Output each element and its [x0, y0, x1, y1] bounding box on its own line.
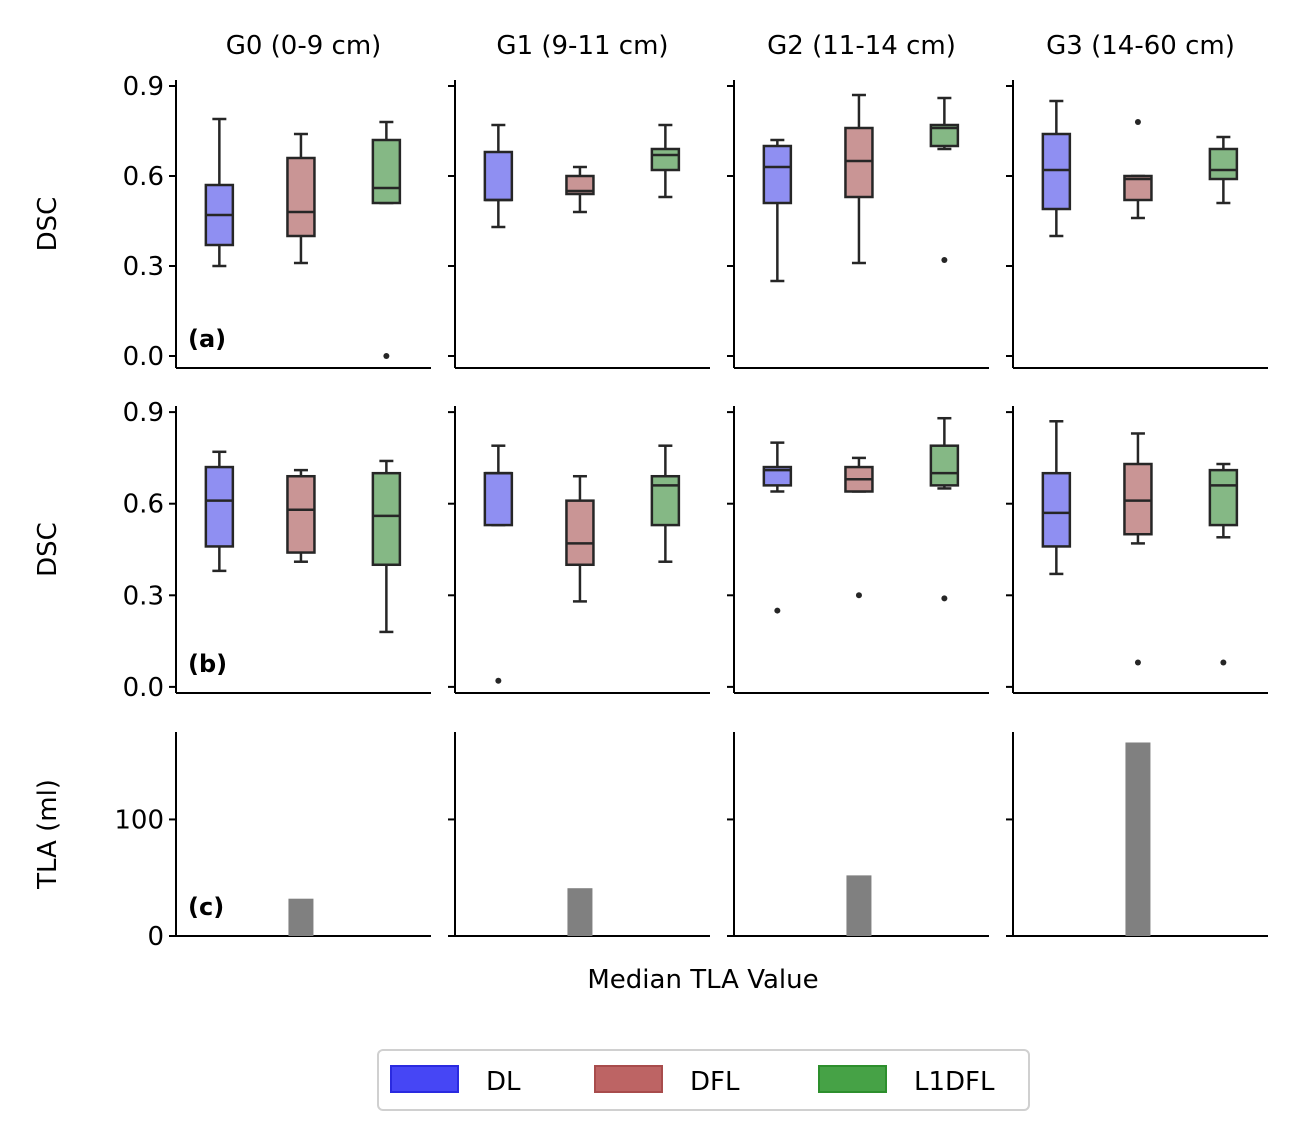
box-dfl — [286, 474, 316, 554]
y-tick-label: 100 — [114, 805, 164, 835]
box-dfl-outlier — [1134, 659, 1141, 666]
legend-label-dfl: DFL — [690, 1067, 740, 1097]
y-tick-label: 0.3 — [123, 252, 164, 282]
box-l1dfl — [1208, 468, 1239, 527]
y-axis-label-row-0: DSC — [33, 197, 63, 252]
column-title-2: G2 (11-14 cm) — [767, 31, 956, 61]
box-dfl-outlier — [1134, 119, 1141, 125]
box-l1dfl — [929, 123, 960, 148]
box-dfl — [844, 126, 874, 199]
legend-label-l1dfl: L1DFL — [914, 1067, 995, 1097]
box-dl — [762, 144, 793, 205]
box-dfl-outlier — [855, 592, 862, 599]
box-dl — [1041, 132, 1072, 211]
x-axis-label: Median TLA Value — [587, 965, 818, 995]
tla-bar-2 — [846, 875, 872, 936]
y-tick-label: 0.6 — [123, 490, 164, 520]
legend-swatch-l1dfl — [818, 1065, 887, 1093]
y-tick-label: 0.0 — [123, 673, 164, 703]
box-dl — [762, 465, 793, 487]
box-l1dfl-outlier — [941, 595, 948, 602]
box-l1dfl-outlier — [383, 353, 390, 359]
box-l1dfl — [929, 444, 960, 487]
box-l1dfl — [371, 138, 402, 205]
legend-swatch-dl — [390, 1065, 459, 1093]
box-l1dfl — [371, 471, 402, 567]
column-title-0: G0 (0-9 cm) — [226, 31, 382, 61]
y-tick-label: 0.3 — [123, 581, 164, 611]
box-dl-outlier — [774, 607, 781, 614]
box-l1dfl — [650, 147, 681, 172]
y-tick-label: 0.9 — [123, 72, 164, 102]
y-tick-label: 0.0 — [123, 342, 164, 372]
box-dfl — [1123, 462, 1153, 536]
column-title-3: G3 (14-60 cm) — [1046, 31, 1235, 61]
tla-bar-3 — [1125, 742, 1151, 936]
box-l1dfl-outlier — [1220, 659, 1227, 666]
legend-label-dl: DL — [486, 1067, 521, 1097]
panel-tag-1: (b) — [188, 650, 227, 678]
box-dl — [483, 471, 514, 527]
box-l1dfl-outlier — [941, 257, 948, 263]
box-dfl — [565, 499, 595, 567]
box-l1dfl — [650, 474, 681, 527]
y-tick-label: 0.6 — [123, 162, 164, 192]
column-title-1: G1 (9-11 cm) — [496, 31, 668, 61]
panel-tag-2: (c) — [188, 893, 224, 921]
y-tick-label: 0.9 — [123, 398, 164, 428]
y-axis-label-row-1: DSC — [33, 522, 63, 577]
panel-tag-0: (a) — [188, 325, 226, 353]
box-dl — [483, 150, 514, 202]
y-tick-label: 0 — [147, 922, 164, 952]
y-axis-label-row-2: TLA (ml) — [33, 779, 63, 890]
box-dl — [1041, 471, 1072, 548]
box-dfl — [286, 156, 316, 238]
tla-bar-0 — [288, 898, 314, 936]
tla-bar-1 — [567, 888, 593, 936]
box-dl-outlier — [495, 677, 502, 684]
legend-swatch-dfl — [594, 1065, 663, 1093]
box-l1dfl — [1208, 147, 1239, 181]
box-dl — [204, 465, 235, 548]
box-dfl — [565, 174, 595, 196]
